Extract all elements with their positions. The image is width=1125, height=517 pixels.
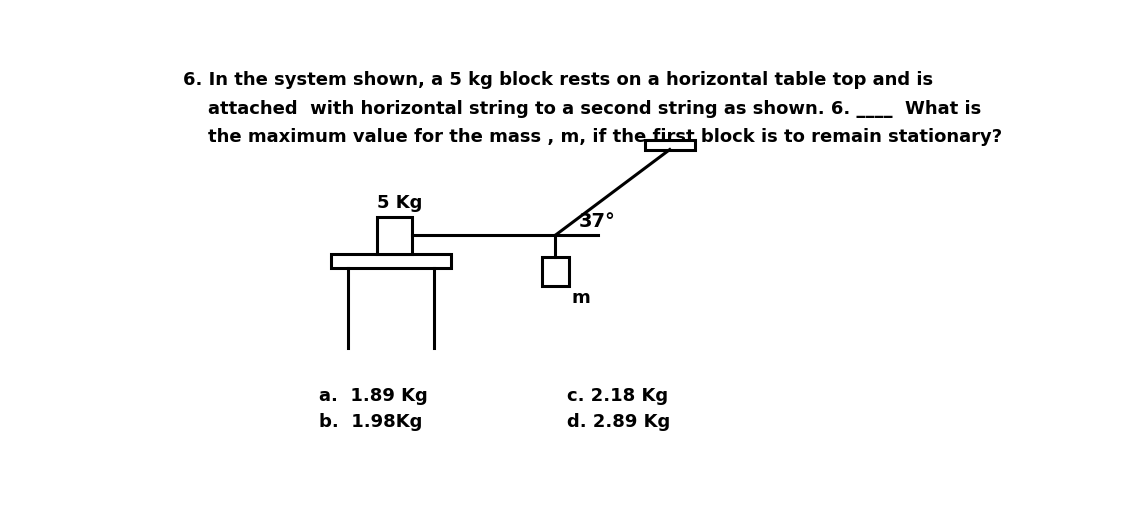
- Text: 6. In the system shown, a 5 kg block rests on a horizontal table top and is: 6. In the system shown, a 5 kg block res…: [183, 71, 934, 89]
- Text: the maximum value for the mass , m, if the first block is to remain stationary?: the maximum value for the mass , m, if t…: [183, 128, 1002, 146]
- Text: b.  1.98Kg: b. 1.98Kg: [318, 413, 422, 431]
- Text: 5 Kg: 5 Kg: [377, 194, 422, 212]
- Bar: [331, 254, 451, 268]
- Text: attached  with horizontal string to a second string as shown. 6. ____  What is: attached with horizontal string to a sec…: [183, 100, 981, 118]
- Bar: [645, 140, 695, 149]
- Text: d. 2.89 Kg: d. 2.89 Kg: [567, 413, 670, 431]
- Bar: [377, 217, 412, 254]
- Text: a.  1.89 Kg: a. 1.89 Kg: [318, 387, 428, 405]
- Bar: [542, 257, 569, 286]
- Text: 37°: 37°: [578, 212, 615, 232]
- Text: c. 2.18 Kg: c. 2.18 Kg: [567, 387, 668, 405]
- Text: m: m: [572, 289, 591, 307]
